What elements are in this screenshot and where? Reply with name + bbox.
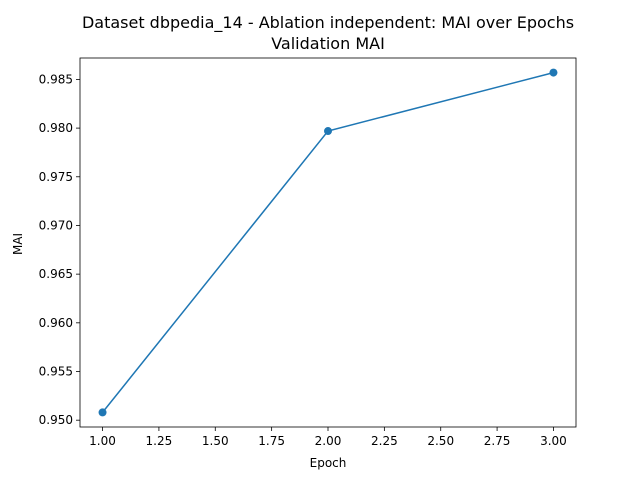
x-tick-label: 3.00 — [540, 434, 567, 448]
chart-subtitle: Validation MAI — [271, 34, 385, 53]
y-tick-label: 0.975 — [39, 170, 73, 184]
y-tick-label: 0.955 — [39, 365, 73, 379]
x-tick-label: 2.75 — [484, 434, 511, 448]
x-tick-label: 1.00 — [89, 434, 116, 448]
x-tick-label: 1.75 — [258, 434, 285, 448]
y-tick-label: 0.960 — [39, 316, 73, 330]
plot-area: 1.00 1.25 1.50 1.75 2.00 2.25 2.50 2.75 3.00 0.95… — [39, 57, 577, 448]
x-tick-label: 2.00 — [315, 434, 342, 448]
x-tick-label: 1.25 — [146, 434, 173, 448]
y-tick-label: 0.950 — [39, 413, 73, 427]
data-point — [549, 68, 558, 77]
x-tick-label: 2.25 — [371, 434, 398, 448]
data-point — [324, 127, 332, 136]
y-tick-label: 0.965 — [39, 267, 73, 281]
x-axis-label: Epoch — [310, 456, 347, 470]
y-tick-label: 0.980 — [39, 121, 73, 135]
x-tick-label: 2.50 — [427, 434, 454, 448]
data-point — [98, 408, 107, 417]
y-tick-label: 0.985 — [39, 72, 73, 86]
y-axis-label: MAI — [11, 233, 25, 255]
axes-frame — [79, 57, 577, 428]
y-tick-label: 0.970 — [39, 218, 73, 232]
x-tick-label: 1.50 — [202, 434, 229, 448]
chart-title: Dataset dbpedia_14 - Ablation independen… — [82, 13, 574, 33]
